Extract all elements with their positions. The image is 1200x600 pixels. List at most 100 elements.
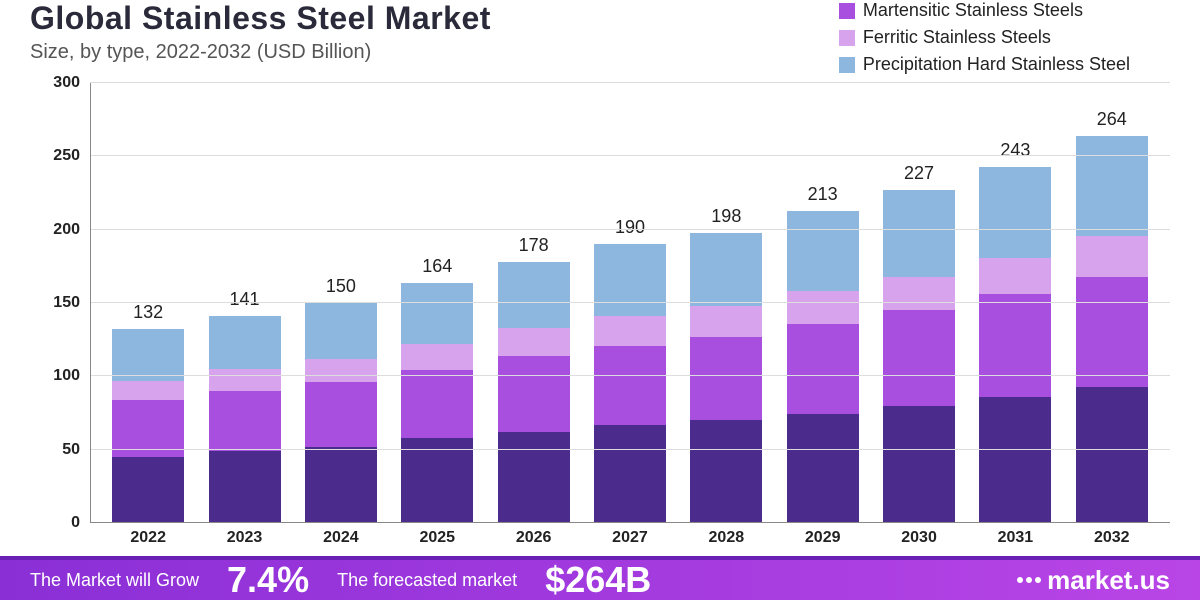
bar-segment: [594, 244, 666, 316]
bar-column: 227: [880, 163, 958, 523]
footer-stat-2: $264B: [545, 559, 651, 600]
legend-swatch-icon: [839, 3, 855, 19]
bar-segment: [594, 316, 666, 345]
bar-segment: [209, 451, 281, 523]
legend-label: Martensitic Stainless Steels: [863, 0, 1083, 21]
legend-swatch-icon: [839, 57, 855, 73]
footer-stat-1: 7.4%: [227, 559, 309, 600]
bar-column: 132: [109, 302, 187, 523]
x-tick-label: 2031: [976, 523, 1054, 553]
bar-stack: [594, 244, 666, 523]
bar-segment: [112, 457, 184, 523]
y-axis: 050100150200250300: [30, 83, 80, 553]
bar-column: 243: [976, 140, 1054, 523]
bar-column: 150: [302, 276, 380, 523]
bar-segment: [787, 414, 859, 523]
bar-segment: [594, 425, 666, 523]
bar-stack: [305, 303, 377, 523]
x-tick-label: 2029: [784, 523, 862, 553]
bar-segment: [690, 233, 762, 306]
grid-line: [90, 82, 1170, 83]
x-axis: 2022202320242025202620272028202920302031…: [90, 523, 1170, 553]
bar-segment: [498, 432, 570, 523]
bar-segment: [883, 190, 955, 277]
bar-column: 190: [591, 217, 669, 523]
bar-segment: [979, 397, 1051, 523]
bar-segment: [305, 447, 377, 523]
bar-stack: [1076, 136, 1148, 523]
grid-line: [90, 449, 1170, 450]
bar-total-label: 141: [230, 289, 260, 310]
legend-swatch-icon: [839, 30, 855, 46]
bar-segment: [594, 346, 666, 425]
chart-subtitle: Size, by type, 2022-2032 (USD Billion): [30, 41, 491, 64]
bar-total-label: 150: [326, 276, 356, 297]
bar-column: 264: [1073, 109, 1151, 523]
bar-total-label: 227: [904, 163, 934, 184]
bar-segment: [498, 328, 570, 356]
bar-stack: [112, 329, 184, 523]
x-tick-label: 2025: [398, 523, 476, 553]
bar-segment: [1076, 387, 1148, 523]
bar-stack: [979, 167, 1051, 523]
y-tick-label: 0: [30, 514, 80, 532]
bar-total-label: 264: [1097, 109, 1127, 130]
bar-total-label: 132: [133, 302, 163, 323]
bar-segment: [305, 382, 377, 447]
grid-line: [90, 155, 1170, 156]
bar-segment: [305, 303, 377, 359]
bar-column: 141: [206, 289, 284, 523]
legend-item: Precipitation Hard Stainless Steel: [839, 54, 1130, 75]
bar-segment: [1076, 277, 1148, 387]
grid-line: [90, 229, 1170, 230]
bar-total-label: 198: [711, 206, 741, 227]
footer-text-1: The Market will Grow: [30, 570, 199, 591]
bar-segment: [883, 310, 955, 405]
legend-item: Ferritic Stainless Steels: [839, 27, 1130, 48]
bar-segment: [883, 277, 955, 311]
plot: 132 141 150 164 178 190 198 213 227 243 264: [90, 83, 1170, 523]
x-tick-label: 2032: [1073, 523, 1151, 553]
y-tick-label: 100: [30, 367, 80, 385]
bar-segment: [112, 381, 184, 400]
chart-title: Global Stainless Steel Market: [30, 0, 491, 37]
footer-text-2: The forecasted market: [337, 570, 517, 591]
bar-segment: [401, 344, 473, 370]
bar-segment: [979, 294, 1051, 397]
bar-stack: [787, 211, 859, 523]
x-tick-label: 2023: [206, 523, 284, 553]
y-tick-label: 150: [30, 294, 80, 312]
bar-column: 164: [398, 256, 476, 524]
bar-segment: [979, 258, 1051, 295]
bar-total-label: 213: [808, 184, 838, 205]
bars: 132 141 150 164 178 190 198 213 227 243 264: [90, 83, 1170, 523]
legend: Martensitic Stainless Steels Ferritic Sta…: [839, 0, 1130, 75]
bar-segment: [401, 283, 473, 345]
bar-segment: [690, 420, 762, 523]
legend-label: Precipitation Hard Stainless Steel: [863, 54, 1130, 75]
bar-segment: [209, 316, 281, 369]
bar-segment: [1076, 136, 1148, 236]
bar-segment: [112, 329, 184, 380]
bar-segment: [1076, 236, 1148, 277]
bar-segment: [787, 211, 859, 292]
bar-segment: [787, 324, 859, 415]
bar-total-label: 164: [422, 256, 452, 277]
x-tick-label: 2028: [687, 523, 765, 553]
legend-label: Ferritic Stainless Steels: [863, 27, 1051, 48]
bar-segment: [690, 337, 762, 421]
grid-line: [90, 302, 1170, 303]
titles: Global Stainless Steel Market Size, by t…: [30, 0, 491, 64]
bar-segment: [883, 406, 955, 523]
y-tick-label: 300: [30, 74, 80, 92]
y-tick-label: 250: [30, 147, 80, 165]
legend-item: Martensitic Stainless Steels: [839, 0, 1130, 21]
bar-segment: [979, 167, 1051, 258]
bar-total-label: 178: [519, 235, 549, 256]
y-tick-label: 200: [30, 221, 80, 239]
y-tick-label: 50: [30, 441, 80, 459]
bar-column: 198: [687, 206, 765, 523]
bar-segment: [305, 359, 377, 382]
footer-band: The Market will Grow 7.4% The forecasted…: [0, 556, 1200, 600]
bar-segment: [209, 391, 281, 451]
